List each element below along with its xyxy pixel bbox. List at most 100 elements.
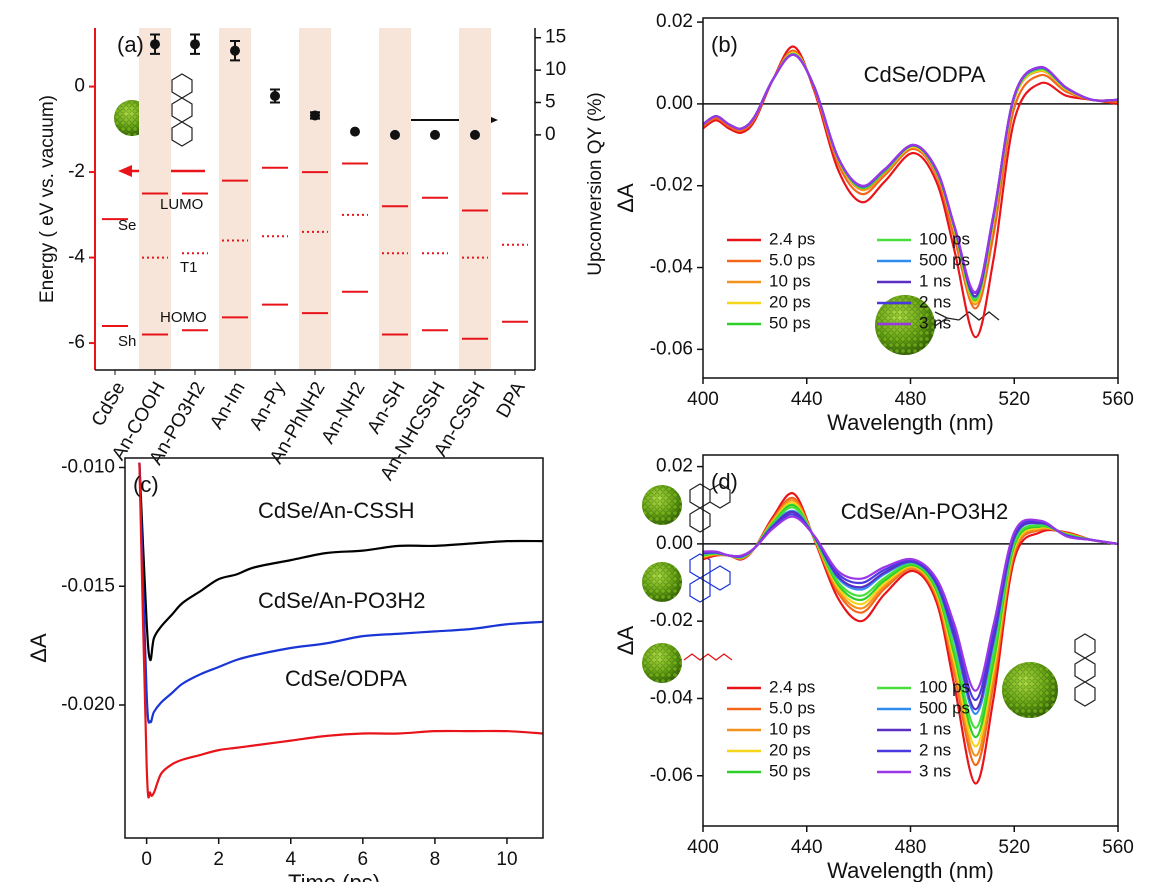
x-axis-label: Time (ps) [288,870,380,882]
series-line [703,52,1118,302]
y2-tick-label: 15 [545,27,566,48]
x-tick-label: 560 [1102,389,1134,410]
plot-frame [124,457,544,839]
column-shade [379,28,411,370]
y-tick-label: -0.04 [650,687,694,708]
x-axis-label: Wavelength (nm) [827,410,994,435]
y2-tick-label: 10 [545,59,566,80]
series-line [703,499,1118,757]
qy-point [470,129,480,140]
y-tick-label: -0.02 [650,610,693,631]
x-tick-label: 560 [1102,837,1134,858]
x-tick-label: 2 [213,849,224,870]
series-line [703,53,1118,295]
y2-axis-label: Upconversion QY (%) [585,92,606,275]
legend-label: 1 ns [919,271,951,290]
x-tick-label: 400 [687,837,719,858]
y-tick-label: -2 [68,161,85,182]
y-tick-label: -0.015 [61,575,115,596]
y-tick-label: 0 [74,76,85,97]
legend-label: 3 ns [919,313,951,332]
series-line [703,513,1118,702]
x-tick-label: 6 [358,849,369,870]
legend-label: 10 ps [769,719,811,738]
y-tick-label: -0.04 [650,257,694,278]
legend-label: 2.4 ps [769,229,815,248]
panel-label: (b) [711,32,738,57]
qy-point [430,129,440,140]
legend-label: 10 ps [769,271,811,290]
x-tick-label: 480 [895,837,927,858]
legend-label: 100 ps [919,677,970,696]
legend-label: 2 ns [919,740,951,759]
y-tick-label: -0.06 [650,765,693,786]
legend-label: 5.0 ps [769,250,815,269]
x-tick-label: 4 [285,849,296,870]
column-shade [299,28,331,370]
legend-label: 1 ns [919,719,951,738]
legend-label: 500 ps [919,698,970,717]
y-axis-label: Energy ( eV vs. vacuum) [37,95,58,303]
x-tick-label: 400 [687,389,719,410]
x-tick-label: An-Im [206,379,250,433]
qy-point [390,129,400,140]
x-tick-label: 10 [496,849,517,870]
qy-point [190,39,200,50]
plot-frame [702,454,1119,827]
series-line [138,462,543,662]
legend-label: 50 ps [769,761,811,780]
state-label: Sh [118,333,136,350]
x-tick-label: 0 [141,849,152,870]
column-shade [219,28,251,370]
y-axis-label: ΔA [613,625,638,655]
panel-label: (a) [117,32,144,57]
legend-label: 3 ns [919,761,951,780]
y-tick-label: -0.010 [61,457,115,478]
x-tick-label: 480 [895,389,927,410]
x-tick-label: 8 [430,849,441,870]
state-label: Se [118,217,136,234]
plot-frame [702,17,1119,379]
legend-label: 100 ps [919,229,970,248]
y2-tick-label: 0 [545,124,556,145]
series-line [703,52,1118,301]
y-tick-label: 0.00 [656,533,693,554]
qy-point [270,91,280,102]
x-tick-label: 520 [998,389,1030,410]
y-tick-label: -0.06 [650,338,693,359]
qy-point [350,126,360,137]
series-line [138,462,543,799]
series-line [703,45,1118,339]
y-tick-label: 0.02 [656,456,693,477]
x-axis-label: Wavelength (nm) [827,858,994,882]
panel-label: (c) [133,472,159,497]
qy-point [150,39,160,50]
qd-icon-d [1002,633,1096,718]
series-label: CdSe/ODPA [285,666,407,691]
series-line [138,462,543,724]
x-tick-label: CdSe [88,379,130,431]
series-label: CdSe/An-PO3H2 [258,588,426,613]
column-shade [459,28,491,370]
y-axis-label: ΔA [613,183,638,213]
qy-point [230,45,240,56]
y-tick-label: 0.00 [656,93,693,114]
y-tick-label: -0.02 [650,175,693,196]
panel-annotation: CdSe/An-PO3H2 [841,499,1009,524]
legend-label: 2.4 ps [769,677,815,696]
legend-label: 2 ns [919,292,951,311]
panel-label: (d) [711,469,738,494]
level-label: HOMO [160,309,207,326]
panel-annotation: CdSe/ODPA [864,62,986,87]
legend-label: 5.0 ps [769,698,815,717]
x-tick-label: DPA [493,378,530,421]
y-axis-label: ΔA [26,633,51,663]
series-line [703,53,1118,294]
y-tick-label: -4 [68,247,85,268]
level-label: T1 [180,259,198,276]
level-label: LUMO [160,196,203,213]
y-tick-label: -0.020 [61,694,115,715]
qd-icon-c [642,483,733,683]
